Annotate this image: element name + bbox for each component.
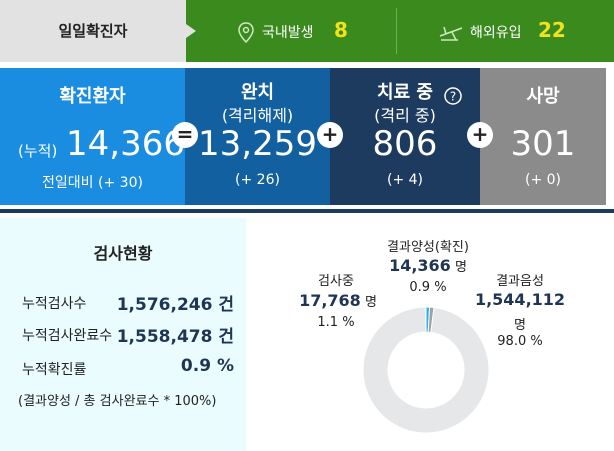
category-label: 검사중 xyxy=(318,274,354,289)
header-title-shape xyxy=(0,0,196,62)
header-title: 일일확진자 xyxy=(58,22,128,40)
row-label: 누적검사수 xyxy=(22,296,87,312)
domestic-label: 국내발생 xyxy=(262,25,314,41)
stat-value: 13,259 xyxy=(198,124,317,164)
treating-box: 치료 중 (격리 중) 806 (+ 4) xyxy=(330,68,480,205)
tests-panel: 검사현황 누적검사수 1,576,246 건 누적검사완료수 1,558,478… xyxy=(0,218,246,451)
stat-title: 확진환자 xyxy=(59,86,126,107)
divider xyxy=(0,209,614,213)
row-value: 1,558,478 건 xyxy=(116,327,234,347)
domestic-value: 8 xyxy=(334,18,348,42)
row-value: 0.9 % xyxy=(180,356,234,376)
operator: + xyxy=(467,122,493,148)
deaths-box: 사망 301 (+ 0) xyxy=(480,68,606,205)
unit: 명 xyxy=(454,260,467,275)
donut-chart xyxy=(362,306,490,434)
stat-value: 806 xyxy=(372,124,438,164)
unit: 명 xyxy=(364,295,377,310)
tests-title: 검사현황 xyxy=(93,244,153,263)
overseas-label: 해외유입 xyxy=(470,25,522,41)
value-label-wrap: 1,544,112 xyxy=(466,290,574,309)
stat-change: (+ 0) xyxy=(524,172,561,188)
category-label: 결과양성(확진) xyxy=(387,240,469,255)
stat-title: 치료 중 xyxy=(377,82,433,103)
operator: = xyxy=(172,122,198,148)
svg-text:?: ? xyxy=(450,90,456,104)
percent-label: 1.1 % xyxy=(317,315,355,330)
recovered-box: 완치 (격리해제) 13,259 (+ 26) xyxy=(185,68,330,205)
overseas-value: 22 xyxy=(538,18,566,42)
row-label: 누적확진률 xyxy=(22,362,87,378)
stat-prefix: (누적) xyxy=(18,142,58,160)
pin-icon xyxy=(238,22,254,44)
value-label: 17,768 xyxy=(299,291,361,310)
value-group: 14,366 명 xyxy=(368,256,488,275)
stat-value: 301 xyxy=(510,124,576,164)
percent-label: 0.9 % xyxy=(409,280,447,295)
stat-title: 완치 xyxy=(240,82,275,103)
value-group: 17,768 명 xyxy=(288,291,388,310)
operator: + xyxy=(317,122,343,148)
value-label: 1,544,112 xyxy=(474,290,566,309)
row-label: 누적검사완료수 xyxy=(22,328,113,344)
stat-subtitle: (격리 중) xyxy=(374,106,436,125)
stat-change: (+ 4) xyxy=(386,172,423,188)
value-label: 14,366 xyxy=(389,256,451,275)
stat-title: 사망 xyxy=(526,86,560,107)
stat-change: 전일대비 (+ 30) xyxy=(42,175,143,191)
row-value: 1,576,246 건 xyxy=(116,295,234,315)
donut-slice xyxy=(362,306,490,434)
stat-change: (+ 26) xyxy=(235,172,280,188)
category-label: 결과음성 xyxy=(496,274,544,289)
help-icon[interactable]: ? xyxy=(443,86,463,106)
header-divider xyxy=(396,8,397,54)
header-title-bg xyxy=(0,0,196,62)
stat-subtitle: (격리해제) xyxy=(221,106,294,125)
tests-note: (결과양성 / 총 검사완료수 * 100%) xyxy=(18,394,217,409)
confirmed-box: 확진환자 (누적) 14,366 전일대비 (+ 30) xyxy=(0,68,185,205)
unit: 명 xyxy=(514,318,526,333)
stat-value: 14,366 xyxy=(66,124,185,164)
percent-label: 98.0 % xyxy=(497,334,543,349)
plane-icon xyxy=(439,26,463,41)
